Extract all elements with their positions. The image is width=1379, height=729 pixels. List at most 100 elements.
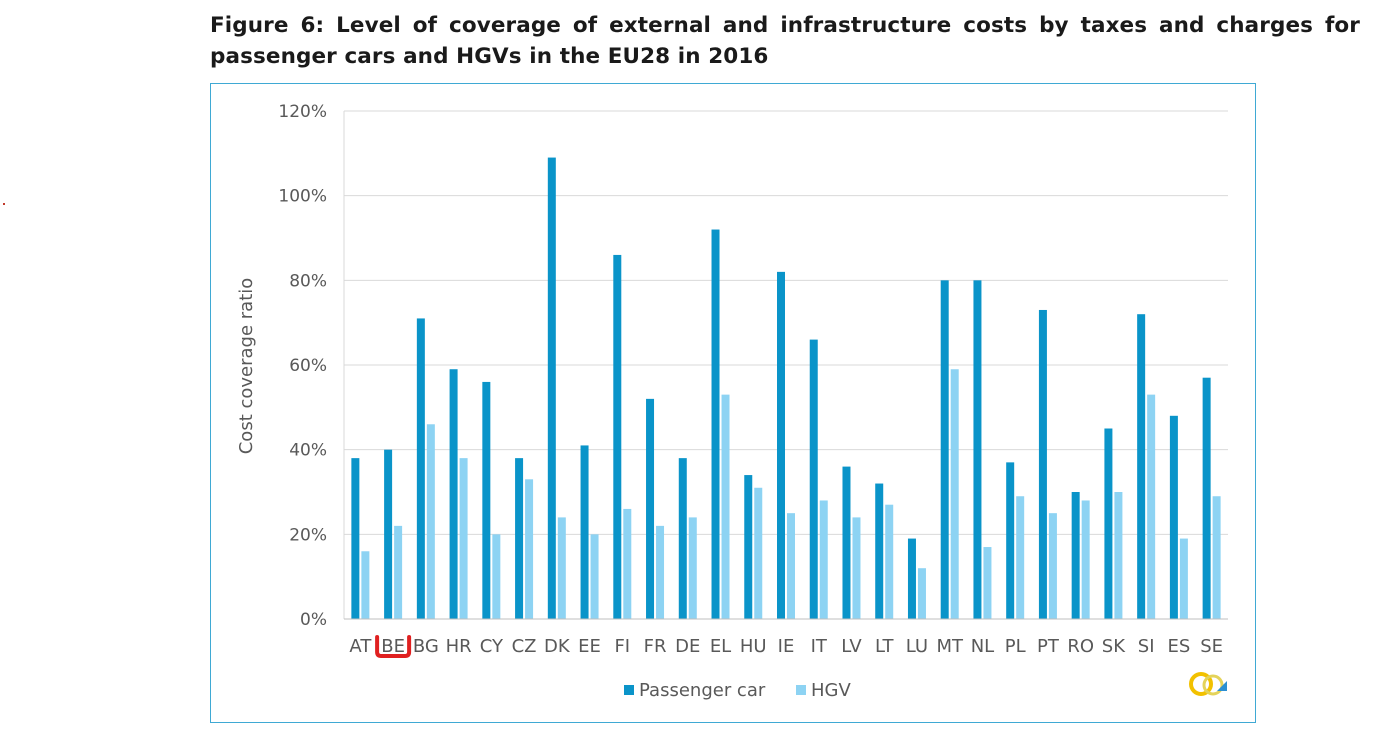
bar-hgv: [950, 369, 959, 619]
bar-chart: 0% 20% 40% 60% 80% 100% 120% Cost coverage rat…: [236, 102, 1228, 701]
x-tick-label: BG: [413, 636, 439, 657]
legend-swatch: [796, 685, 806, 695]
bar-passenger-car: [875, 483, 884, 619]
x-tick-label: EE: [578, 636, 601, 657]
bar-passenger-car: [940, 280, 949, 619]
bar-hgv: [787, 513, 795, 619]
x-tick-label: NL: [971, 636, 995, 657]
bar-hgv: [459, 458, 468, 619]
legend-swatch: [624, 685, 634, 695]
y-tick-label: 80%: [289, 271, 327, 291]
x-tick-label: DK: [544, 636, 571, 657]
bar-passenger-car: [907, 538, 916, 619]
bar-passenger-car: [744, 475, 753, 619]
x-tick-label: FI: [614, 636, 630, 657]
x-tick-label: HR: [446, 636, 472, 657]
bar-passenger-car: [351, 458, 360, 619]
highlight-bracket: [375, 635, 412, 658]
bar-passenger-car: [973, 280, 982, 619]
x-tick-label: ES: [1167, 636, 1190, 657]
bar-passenger-car: [482, 381, 491, 619]
x-tick-label: HU: [740, 636, 767, 657]
bar-hgv: [1114, 492, 1123, 619]
x-tick-label: RO: [1067, 636, 1094, 657]
bar-hgv: [656, 525, 665, 619]
bar-hgv: [557, 517, 566, 619]
y-tick-label: 100%: [278, 187, 327, 207]
bar-passenger-car: [646, 398, 655, 619]
bar-passenger-car: [842, 466, 851, 619]
bar-hgv: [590, 534, 599, 619]
bar-passenger-car: [1006, 462, 1015, 619]
bar-hgv: [492, 534, 501, 619]
bar-hgv: [754, 487, 763, 619]
bar-passenger-car: [416, 318, 425, 619]
x-tick-label: SK: [1102, 636, 1126, 657]
x-tick-label: EL: [710, 636, 731, 657]
x-tick-label: LU: [906, 636, 928, 657]
y-tick-label: 20%: [289, 525, 327, 545]
bar-hgv: [852, 517, 861, 619]
bar-passenger-car: [384, 449, 393, 619]
y-tick-label: 40%: [289, 441, 327, 461]
bar-passenger-car: [1169, 415, 1178, 619]
bar-hgv: [361, 551, 370, 619]
x-tick-label: AT: [349, 636, 372, 657]
x-tick-label: PT: [1037, 636, 1060, 657]
bar-passenger-car: [580, 445, 589, 619]
x-tick-label: FR: [644, 636, 667, 657]
bar-hgv: [917, 568, 926, 619]
bar-hgv: [1179, 538, 1188, 619]
x-tick-label: IE: [778, 636, 795, 657]
bar-hgv: [1016, 496, 1025, 619]
bar-passenger-car: [809, 339, 818, 619]
bar-hgv: [1081, 500, 1090, 619]
bar-hgv: [721, 394, 730, 619]
figure-title: Figure 6: Level of coverage of external …: [210, 13, 1360, 69]
logo-icon: [1189, 672, 1227, 696]
legend: Passenger car HGV: [624, 680, 851, 701]
legend-label: Passenger car: [639, 680, 766, 701]
x-tick-label: SE: [1200, 636, 1223, 657]
bar-hgv: [819, 500, 828, 619]
bar-passenger-car: [547, 157, 556, 620]
y-tick-label: 0%: [300, 610, 327, 630]
bar-hgv: [394, 525, 403, 619]
bar-hgv: [426, 424, 435, 619]
bar-hgv: [1147, 394, 1156, 619]
chart-frame: 0% 20% 40% 60% 80% 100% 120% Cost coverage rat…: [210, 83, 1256, 723]
bar-passenger-car: [1038, 309, 1047, 619]
bar-passenger-car: [711, 229, 720, 620]
bar-passenger-car: [678, 458, 687, 619]
bar-passenger-car: [1104, 428, 1113, 619]
y-axis-label: Cost coverage ratio: [236, 278, 257, 455]
y-axis-ticks: 0% 20% 40% 60% 80% 100% 120%: [278, 102, 327, 630]
bar-hgv: [623, 508, 632, 619]
x-tick-label: LT: [875, 636, 895, 657]
stray-mark: [3, 203, 5, 205]
y-tick-label: 60%: [289, 356, 327, 376]
x-tick-label: PL: [1005, 636, 1026, 657]
bar-hgv: [885, 504, 894, 619]
x-tick-label: DE: [675, 636, 700, 657]
bar-hgv: [1048, 513, 1057, 619]
x-tick-label: LV: [841, 636, 862, 657]
x-tick-label: CY: [480, 636, 504, 657]
bar-passenger-car: [515, 458, 524, 619]
legend-label: HGV: [811, 680, 851, 701]
bar-hgv: [525, 479, 534, 619]
highlight-marker: [375, 635, 412, 658]
y-tick-label: 120%: [278, 102, 327, 122]
bar-passenger-car: [1202, 377, 1211, 619]
bar-passenger-car: [1137, 314, 1146, 619]
gridlines: [343, 110, 1228, 619]
x-tick-label: MT: [936, 636, 964, 657]
x-tick-label: BE: [381, 636, 405, 657]
bar-passenger-car: [1071, 492, 1080, 619]
bar-passenger-car: [449, 369, 458, 619]
bar-hgv: [1212, 496, 1221, 619]
bar-hgv: [688, 517, 697, 619]
bar-hgv: [983, 547, 992, 619]
x-tick-label: SI: [1138, 636, 1155, 657]
bar-passenger-car: [777, 271, 785, 619]
